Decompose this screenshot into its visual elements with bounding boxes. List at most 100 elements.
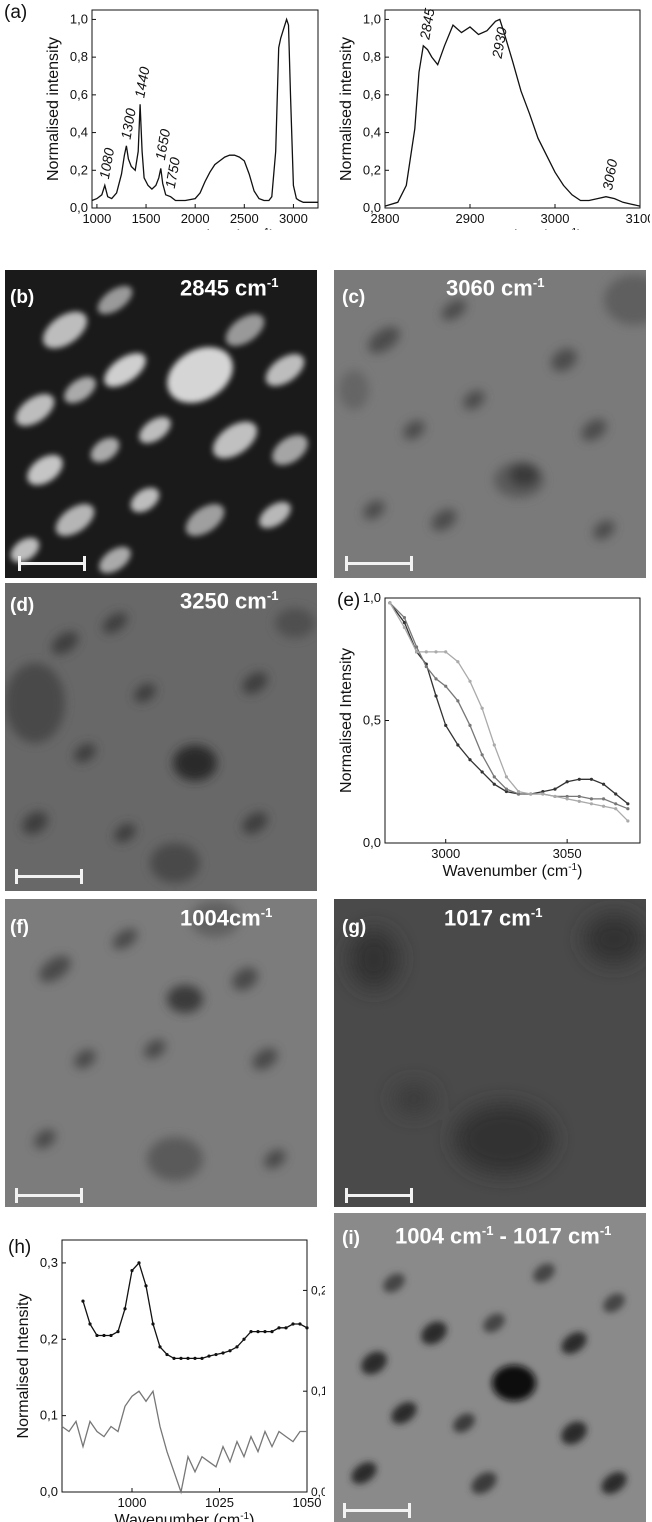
chart-a-left: 1000 1500 2000 2500 3000 0,0 0,2 0,4 0,6 0,8 1,0 Wa…	[45, 9, 319, 230]
scale-bar-f	[15, 1188, 83, 1203]
data-point	[284, 1326, 288, 1330]
y-tick-label: 0,6	[363, 87, 381, 102]
data-point	[565, 797, 569, 801]
series-line-0	[91, 17, 318, 203]
y-tick-label: 1,0	[70, 11, 88, 26]
x-tick-label: 1000	[82, 211, 111, 226]
chart-e: 3000 3050 0,0 0,5 1,0 Wavenumber (cm-1) Normal…	[338, 590, 641, 880]
y-tick-label: 0,5	[363, 713, 381, 728]
plot-frame	[91, 9, 319, 209]
y-tick-label: 0,8	[70, 49, 88, 64]
x-tick-label: 1025	[205, 1495, 234, 1510]
y-tick-label: 0,0	[40, 1484, 58, 1499]
data-point	[589, 777, 594, 781]
data-point	[402, 625, 407, 629]
series-line-0	[384, 18, 641, 207]
data-point	[235, 1345, 239, 1349]
data-point	[553, 787, 557, 791]
wavenumber-sup-g: -1	[530, 905, 543, 920]
image-panel-i	[334, 1213, 646, 1522]
panel-label-e: (e)	[337, 590, 361, 611]
wavenumber-sup-c: -1	[532, 275, 545, 290]
wavenumber-text-i: 1004 cm	[395, 1223, 482, 1249]
data-point	[480, 753, 484, 757]
data-point	[193, 1356, 197, 1360]
y-tick-label: 0,2	[40, 1331, 58, 1346]
data-point	[277, 1326, 281, 1330]
data-point	[179, 1356, 183, 1360]
data-point	[81, 1299, 85, 1303]
data-point	[151, 1322, 155, 1326]
data-point	[414, 645, 419, 649]
data-point	[504, 789, 509, 794]
y-axis-label: Normalised intensity	[45, 37, 62, 181]
data-point	[165, 1352, 169, 1357]
wavenumber-sup-b: -1	[266, 275, 279, 290]
wavenumber-text-i2: - 1017 cm	[493, 1223, 600, 1249]
data-point	[601, 804, 606, 808]
data-point	[444, 723, 448, 727]
x-tick-label: 2800	[371, 211, 400, 226]
data-point	[434, 677, 438, 681]
x-tick-label: 3000	[541, 211, 570, 226]
x-axis-label: Wavenumber (cm-1)	[443, 227, 583, 230]
data-point	[504, 787, 509, 791]
data-point	[414, 650, 419, 654]
data-point	[200, 1356, 204, 1360]
data-point	[214, 1352, 218, 1357]
peak-annotation: 1750	[162, 156, 183, 190]
data-point	[614, 802, 618, 806]
scale-bar-g	[345, 1188, 413, 1203]
y-tick-label: 0,4	[70, 125, 88, 140]
x-axis-label: Wavenumber (cm-1)	[135, 227, 275, 230]
wavenumber-label-d: 3250 cm-1	[180, 588, 278, 614]
data-point	[492, 775, 496, 779]
image-panel-d	[5, 583, 317, 891]
data-point	[456, 699, 460, 703]
wavenumber-label-b: 2845 cm-1	[180, 275, 278, 301]
wavenumber-label-f: 1004cm-1	[180, 905, 272, 931]
x-tick-label: 3000	[431, 846, 460, 861]
y-tick-label: 0,4	[363, 125, 381, 140]
data-point	[263, 1330, 267, 1334]
series-line-1	[61, 1389, 307, 1495]
image-panel-c	[334, 270, 646, 578]
data-point	[402, 620, 407, 625]
series-line-2	[389, 602, 629, 822]
panel-label-g: (g)	[342, 917, 367, 938]
data-point	[402, 616, 407, 620]
data-point	[492, 782, 496, 786]
wavenumber-label-c: 3060 cm-1	[446, 275, 544, 301]
x-tick-label: 3000	[279, 211, 308, 226]
data-point	[626, 807, 630, 811]
data-point	[468, 758, 472, 762]
peak-annotation: 1080	[96, 146, 117, 180]
y-tick-label: 1,0	[363, 11, 381, 26]
data-point	[434, 694, 438, 698]
data-point	[626, 802, 630, 806]
y-tick-label: 0,2	[363, 162, 381, 177]
wavenumber-text-c: 3060 cm	[446, 275, 533, 301]
data-point	[565, 780, 569, 784]
x-tick-label: 2900	[456, 211, 485, 226]
data-point	[541, 789, 545, 794]
wavenumber-text-g: 1017 cm	[444, 905, 531, 931]
y-tick-label: 0,6	[70, 87, 88, 102]
peak-annotation: 1300	[118, 107, 139, 141]
data-point	[492, 743, 496, 747]
peak-annotation: 1650	[152, 128, 173, 162]
wavenumber-text-b: 2845 cm	[180, 275, 267, 301]
data-point	[456, 743, 460, 747]
data-point	[130, 1268, 134, 1273]
data-point	[172, 1356, 176, 1360]
data-point	[305, 1326, 309, 1330]
raman-map-2845	[5, 270, 317, 578]
scale-bar-d	[15, 869, 83, 884]
y-tick-label: 0,1	[40, 1408, 58, 1423]
data-point	[480, 770, 484, 774]
wavenumber-text-f: 1004cm	[180, 905, 261, 931]
panel-label-c: (c)	[342, 287, 366, 308]
x-tick-label: 2000	[181, 211, 210, 226]
data-point	[468, 723, 472, 727]
